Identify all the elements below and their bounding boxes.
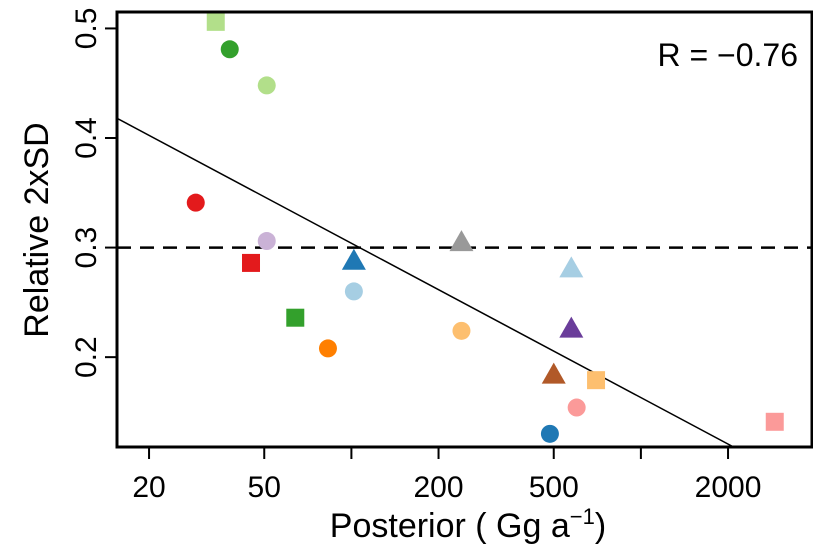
data-point-square xyxy=(286,308,305,327)
data-point-square xyxy=(206,12,225,31)
y-tick-label: 0.5 xyxy=(70,8,103,50)
data-points xyxy=(186,12,784,443)
data-point-circle xyxy=(186,193,205,212)
x-axis-title-end: ) xyxy=(595,507,606,545)
data-point-circle xyxy=(257,76,276,95)
data-point-triangle xyxy=(449,230,474,252)
x-axis-title-main: Posterior ( Gg a xyxy=(330,507,570,545)
data-point-circle xyxy=(257,232,276,251)
x-tick-label: 50 xyxy=(248,471,281,504)
data-point-circle xyxy=(452,321,471,340)
y-tick-label: 0.2 xyxy=(70,336,103,378)
regression-line xyxy=(117,117,734,447)
x-axis-title: Posterior ( Gg a−1) xyxy=(330,504,606,545)
data-point-triangle xyxy=(559,256,584,278)
data-point-square xyxy=(587,371,606,390)
data-point-triangle xyxy=(541,362,566,384)
x-tick-label: 200 xyxy=(414,471,464,504)
x-tick-label: 2000 xyxy=(695,471,762,504)
data-point-triangle xyxy=(559,316,584,338)
data-point-circle xyxy=(344,282,363,301)
y-tick-label: 0.4 xyxy=(70,117,103,159)
y-axis: 0.2 0.3 0.4 0.5 xyxy=(70,8,117,378)
correlation-annotation: R = −0.76 xyxy=(657,37,798,73)
data-point-square xyxy=(765,412,784,431)
data-point-circle xyxy=(567,398,586,417)
data-point-circle xyxy=(540,424,559,443)
y-axis-title: Relative 2xSD xyxy=(18,122,56,337)
data-point-triangle xyxy=(341,248,366,270)
x-tick-label: 20 xyxy=(132,471,165,504)
x-tick-label: 500 xyxy=(529,471,579,504)
x-axis-title-superscript: −1 xyxy=(570,504,595,529)
plot-frame xyxy=(115,10,813,449)
data-point-circle xyxy=(220,40,239,59)
x-axis: 20 50 200 500 2000 xyxy=(132,447,761,504)
data-point-square xyxy=(242,253,261,272)
data-point-circle xyxy=(318,339,337,358)
y-tick-label: 0.3 xyxy=(70,227,103,269)
